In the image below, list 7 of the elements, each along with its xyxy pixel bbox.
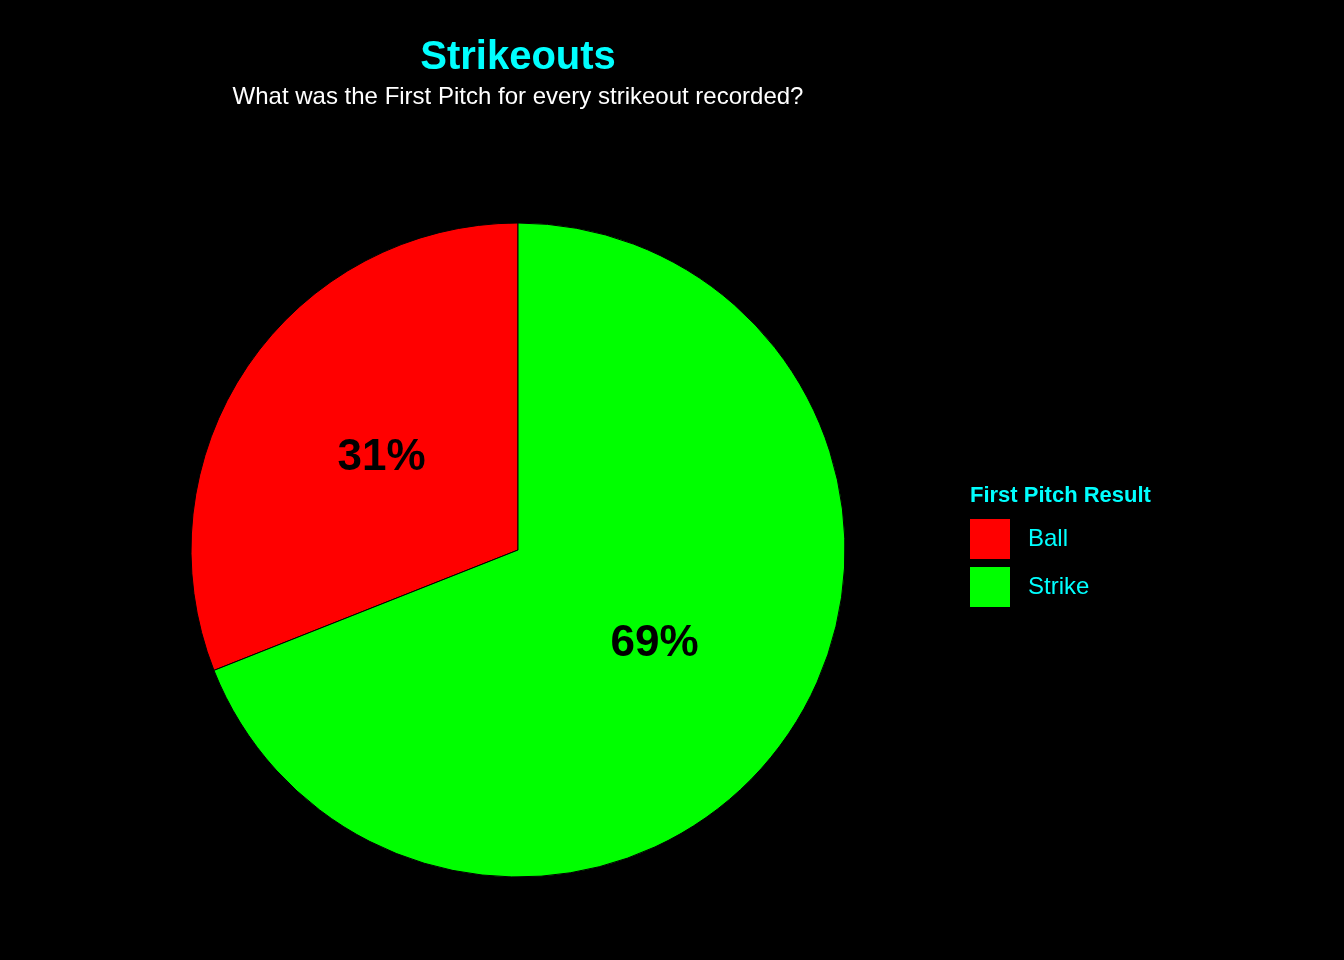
chart-subtitle: What was the First Pitch for every strikeout recorded?: [232, 82, 804, 109]
data-label: 69%: [610, 615, 699, 665]
legend-title: First Pitch Result: [970, 482, 1152, 507]
data-label: 31%: [337, 430, 426, 480]
chart-title: Strikeouts: [420, 33, 616, 77]
legend-label: Strike: [1028, 572, 1090, 599]
legend-label: Ball: [1028, 524, 1069, 551]
